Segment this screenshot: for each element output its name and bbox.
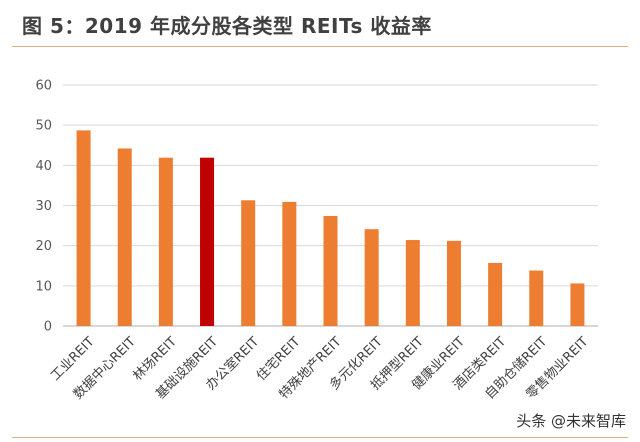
y-tick-label: 40 [35,159,52,174]
bar [323,215,338,326]
bar [158,157,173,326]
y-tick-label: 30 [35,199,52,214]
y-tick-label: 20 [35,239,52,254]
y-tick-label: 0 [44,320,52,335]
bar [282,201,297,326]
bars [76,130,585,326]
y-axis-ticks: 0 10 20 30 40 50 60 [35,79,52,335]
bar [446,240,461,326]
title-divider [12,46,628,47]
bar [405,240,420,326]
bar [200,157,215,326]
bar [241,200,256,326]
y-tick-label: 60 [35,79,52,94]
x-axis-labels: 工业REIT数据中心REIT林场REIT基础设施REIT办公室REIT住宅REI… [48,334,591,403]
y-tick-label: 10 [35,279,52,294]
watermark: 头条 @未来智库 [516,412,626,430]
bar [529,270,544,326]
y-tick-label: 50 [35,119,52,134]
bar [570,283,585,326]
gridlines [63,84,598,327]
bar [364,229,379,326]
bar [76,130,91,326]
bar [117,148,132,326]
bar [488,262,503,326]
figure-title: 图 5：2019 年成分股各类型 REITs 收益率 [22,14,432,38]
bottom-divider [12,437,628,438]
